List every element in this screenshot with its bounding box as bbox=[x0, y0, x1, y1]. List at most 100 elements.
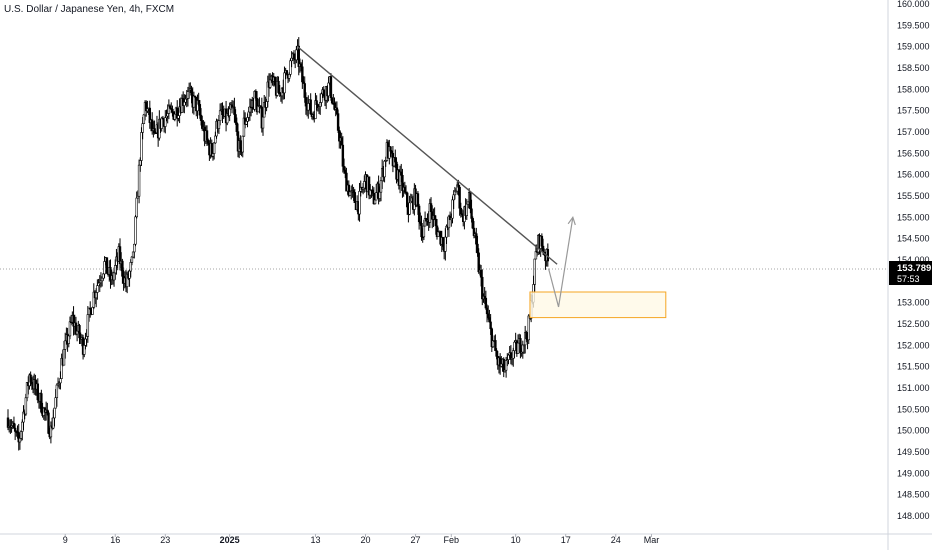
candle-body bbox=[433, 215, 436, 220]
candle-body bbox=[239, 140, 242, 150]
candle-body bbox=[348, 191, 352, 196]
y-tick-label: 148.000 bbox=[897, 511, 930, 521]
candle-body bbox=[329, 76, 333, 98]
candle-body bbox=[290, 57, 293, 62]
candle-body bbox=[340, 137, 343, 146]
demand-zone[interactable] bbox=[529, 291, 667, 319]
y-tick-label: 150.000 bbox=[897, 426, 930, 436]
candle-body bbox=[389, 146, 392, 152]
x-tick-label: Mar bbox=[644, 535, 660, 545]
candle-body bbox=[494, 340, 497, 351]
candle-body bbox=[85, 336, 88, 340]
candle-body bbox=[283, 72, 286, 94]
candle-body bbox=[21, 421, 24, 432]
x-tick-label: 16 bbox=[110, 535, 120, 545]
candle-body bbox=[211, 153, 215, 157]
y-tick-label: 151.000 bbox=[897, 383, 930, 393]
countdown-label: 57:53 bbox=[897, 274, 920, 284]
candle-body bbox=[444, 236, 447, 252]
candle-body bbox=[470, 208, 473, 219]
candle-body bbox=[183, 101, 186, 106]
candle-body bbox=[241, 135, 244, 153]
candle-body bbox=[394, 157, 397, 163]
trendline[interactable] bbox=[297, 46, 558, 265]
candle-body bbox=[24, 397, 28, 415]
last-price-label: 153.789 bbox=[897, 263, 931, 274]
candle-body bbox=[457, 184, 460, 188]
candle-body bbox=[173, 113, 177, 120]
candle-body bbox=[268, 79, 272, 88]
x-tick-label: 10 bbox=[511, 535, 521, 545]
y-tick-label: 156.000 bbox=[897, 170, 930, 180]
candle-body bbox=[295, 49, 298, 61]
candle-body bbox=[477, 252, 480, 273]
x-tick-label: 20 bbox=[360, 535, 370, 545]
candle-body bbox=[469, 192, 472, 210]
candle-body bbox=[458, 186, 461, 209]
y-tick-label: 159.000 bbox=[897, 42, 930, 52]
candle-body bbox=[129, 262, 132, 272]
candle-body bbox=[128, 270, 131, 279]
y-tick-label: 155.000 bbox=[897, 212, 930, 222]
y-tick-label: 152.000 bbox=[897, 340, 930, 350]
candle-body bbox=[417, 205, 421, 223]
candle-body bbox=[221, 109, 224, 115]
x-tick-label: 17 bbox=[561, 535, 571, 545]
candle-body bbox=[40, 393, 43, 413]
candle-body bbox=[78, 325, 81, 339]
candle-body bbox=[304, 97, 308, 107]
x-tick-label: Feb bbox=[444, 535, 460, 545]
candle-body bbox=[130, 256, 134, 263]
candle-body bbox=[102, 273, 105, 279]
candle-body bbox=[289, 60, 292, 75]
candle-body bbox=[265, 101, 268, 108]
candle-body bbox=[153, 128, 156, 134]
candle-body bbox=[513, 341, 516, 351]
candle-body bbox=[315, 100, 318, 105]
candle-body bbox=[481, 276, 484, 300]
projection-path[interactable] bbox=[547, 217, 574, 308]
candle-body bbox=[164, 117, 167, 127]
candle-body bbox=[379, 180, 383, 193]
candle-body bbox=[171, 108, 174, 113]
candle-body bbox=[466, 201, 470, 205]
candle-body bbox=[140, 132, 143, 161]
x-tick-label: 27 bbox=[411, 535, 421, 545]
candle-body bbox=[371, 189, 374, 194]
candle-body bbox=[292, 53, 296, 59]
candle-body bbox=[373, 199, 377, 205]
candle-body bbox=[400, 171, 403, 176]
candle-body bbox=[327, 82, 330, 97]
candle-body bbox=[378, 191, 381, 199]
y-tick-label: 154.500 bbox=[897, 234, 930, 244]
candle-body bbox=[91, 307, 94, 315]
candle-body bbox=[285, 70, 289, 75]
candle-body bbox=[320, 93, 323, 103]
x-tick-label: 23 bbox=[160, 535, 170, 545]
y-tick-label: 157.500 bbox=[897, 106, 930, 116]
candle-body bbox=[488, 317, 491, 323]
y-tick-label: 159.500 bbox=[897, 20, 930, 30]
candle-body bbox=[507, 354, 510, 360]
candle-body bbox=[67, 335, 70, 344]
candle-body bbox=[504, 360, 508, 371]
candle-body bbox=[465, 203, 468, 216]
candle-body bbox=[297, 45, 300, 67]
candle-body bbox=[500, 363, 503, 367]
candle-body bbox=[75, 330, 79, 335]
candle-body bbox=[135, 197, 138, 218]
candle-body bbox=[217, 120, 221, 129]
candle-body bbox=[18, 438, 22, 443]
candle-body bbox=[487, 313, 490, 318]
candle-body bbox=[288, 74, 291, 79]
candle-body bbox=[245, 120, 248, 125]
y-tick-label: 148.500 bbox=[897, 490, 930, 500]
candle-body bbox=[502, 358, 505, 373]
candle-body bbox=[46, 409, 49, 414]
y-tick-label: 150.500 bbox=[897, 404, 930, 414]
candle-body bbox=[408, 202, 411, 215]
candle-body bbox=[476, 243, 479, 254]
candle-body bbox=[103, 261, 106, 275]
candle-body bbox=[309, 99, 312, 115]
